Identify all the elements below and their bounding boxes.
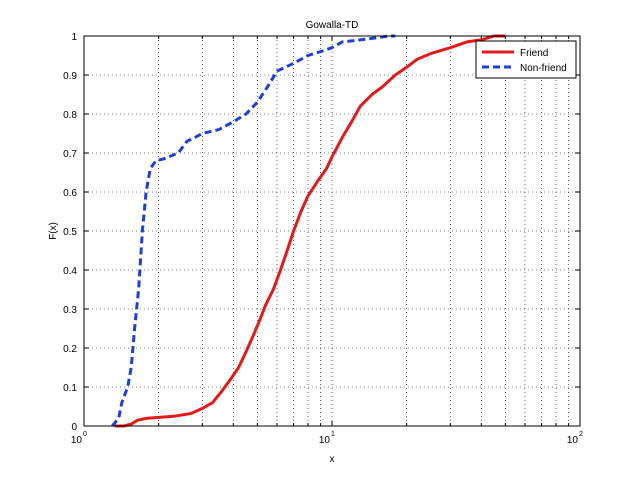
legend-box [475,40,577,79]
series-line-non-friend [111,34,396,427]
tick-marks [84,35,580,427]
series-layer [111,34,506,428]
x-tick-label: 100 [71,431,87,446]
y-tick-label: 0.5 [63,227,77,238]
grid-lines [84,36,580,426]
x-tick-label-base: 10 [567,435,579,446]
y-tick-label: 0.9 [63,71,77,82]
legend-label-friend: Friend [520,48,548,59]
y-tick-label: 0.2 [63,344,77,355]
y-tick-label: 0.4 [63,266,77,277]
y-tick-label: 0.1 [63,383,77,394]
x-tick-label-exponent: 0 [83,431,87,438]
x-tick-label-exponent: 1 [331,431,335,438]
legend: Friend Non-friend [475,40,577,79]
y-tick-label: 0.3 [63,305,77,316]
y-tick-label: 0.8 [63,110,77,121]
x-tick-label: 102 [567,431,583,446]
y-tick-label: 0.7 [63,149,77,160]
y-tick-label: 1 [71,32,77,43]
x-tick-label: 101 [319,431,335,446]
x-axis-label: x [330,454,335,465]
legend-label-non-friend: Non-friend [520,63,567,74]
x-tick-label-base: 10 [319,435,331,446]
y-axis-label: F(x) [48,222,59,240]
chart-title: Gowalla-TD [306,20,359,31]
x-tick-label-base: 10 [71,435,83,446]
series-line-friend [114,34,506,428]
y-tick-label: 0.6 [63,188,77,199]
x-tick-label-exponent: 2 [579,431,583,438]
y-tick-label: 0 [71,422,77,433]
